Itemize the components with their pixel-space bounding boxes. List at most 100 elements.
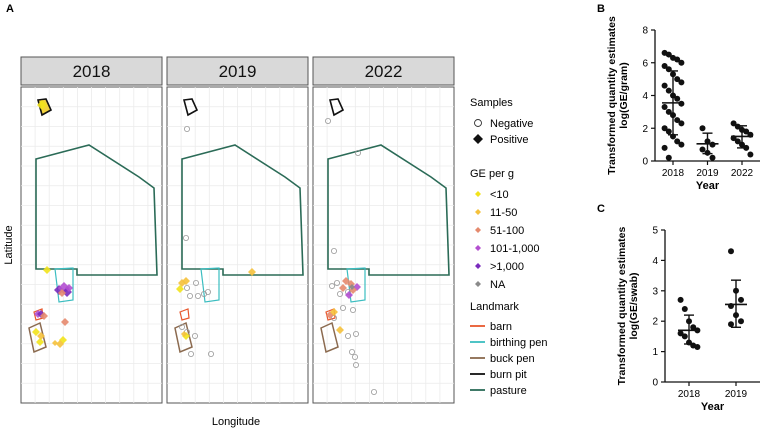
data-point	[665, 108, 672, 115]
positive-sample-marker	[336, 326, 344, 334]
legend-landmark-label: barn	[490, 321, 512, 333]
positive-sample-marker	[330, 308, 338, 316]
negative-sample-marker	[194, 292, 201, 299]
positive-sample-marker	[43, 266, 51, 274]
data-point	[674, 56, 681, 63]
panel-label-a: A	[6, 3, 14, 15]
negative-sample-marker	[351, 353, 358, 360]
data-point	[661, 144, 668, 151]
negative-sample-marker	[339, 304, 346, 311]
data-point	[661, 125, 668, 132]
data-point	[728, 321, 734, 328]
data-point	[677, 330, 684, 337]
legend-landmark-label: burn pit	[490, 369, 527, 381]
legend-ge-swatch	[475, 245, 481, 251]
x-tick-label: 2019	[725, 389, 748, 400]
data-point	[661, 63, 668, 70]
positive-sample-marker	[345, 291, 353, 299]
legend-landmark-title: Landmark	[470, 301, 519, 313]
legend-ge-swatch	[475, 209, 481, 215]
negative-sample-marker	[207, 350, 214, 357]
positive-sample-marker	[40, 312, 48, 320]
buck-pen-outline	[28, 321, 47, 354]
y-axis-title-line1: Transformed quantity estimates	[606, 16, 618, 175]
negative-sample-marker	[183, 284, 190, 291]
y-tick-label: 3	[652, 286, 658, 297]
positive-sample-marker	[248, 268, 256, 276]
map-strip	[312, 56, 455, 86]
negative-sample-marker	[352, 361, 359, 368]
data-point	[677, 296, 684, 303]
y-axis-title-line2: log(GE/gram)	[618, 62, 630, 129]
positive-sample-marker	[65, 284, 73, 292]
data-point	[674, 117, 681, 124]
chart-b: 0 2 4 6 8 2018 2019 2022 Year Transformed quantit…	[606, 16, 760, 192]
map-panel-2018: 2018	[20, 56, 163, 404]
data-point	[699, 146, 706, 153]
negative-sample-marker	[370, 388, 377, 395]
barn-outline	[179, 308, 190, 321]
panel-label-b: B	[597, 3, 605, 15]
map-panels: 2018 2019 2022	[20, 56, 455, 404]
legend-ge-label: 11-50	[490, 207, 517, 219]
data-point	[665, 51, 672, 58]
data-point	[709, 141, 716, 148]
legend-positive-symbol	[473, 134, 483, 144]
data-point	[661, 103, 668, 110]
x-tick-label: 2018	[678, 389, 701, 400]
negative-sample-marker	[330, 247, 337, 254]
y-tick-label: 0	[652, 378, 658, 389]
y-tick-label: 4	[642, 91, 648, 102]
data-point	[674, 95, 681, 102]
negative-sample-marker	[352, 330, 359, 337]
negative-sample-marker	[344, 332, 351, 339]
y-tick-label: 5	[652, 226, 658, 237]
negative-sample-marker	[336, 290, 343, 297]
positive-sample-marker	[37, 100, 47, 110]
legend-landmark-label: birthing pen	[490, 337, 548, 349]
legend-landmark-label: buck pen	[490, 353, 535, 365]
pasture-outline	[181, 144, 304, 276]
data-point	[681, 306, 688, 313]
x-tick-label: 2019	[696, 168, 719, 179]
y-axis-title-line1: Transformed quantity estimates	[616, 226, 628, 385]
negative-sample-marker	[349, 306, 356, 313]
positive-sample-marker	[182, 277, 190, 285]
negative-sample-marker	[182, 234, 189, 241]
y-tick-label: 2	[642, 124, 648, 135]
data-point	[665, 154, 672, 161]
map-year-label: 2022	[365, 62, 403, 81]
positive-sample-marker	[339, 284, 347, 292]
positive-sample-marker	[52, 340, 58, 346]
positive-sample-marker	[32, 328, 40, 336]
legend-ge-title: GE per g	[470, 168, 514, 180]
data-point	[678, 141, 685, 148]
y-axis-title-line2: log(GE/swab)	[628, 272, 640, 339]
y-tick-label: 1	[652, 347, 658, 358]
data-point	[730, 120, 737, 127]
y-tick-label: 4	[652, 256, 658, 267]
data-point	[674, 138, 681, 145]
x-tick-label: 2018	[662, 168, 685, 179]
birthing-pen-outline	[200, 267, 220, 303]
legend-ge-label: 101-1,000	[490, 243, 540, 255]
x-axis-title: Year	[701, 401, 725, 413]
data-point	[678, 59, 685, 66]
data-point	[709, 154, 716, 161]
negative-sample-marker	[186, 292, 193, 299]
legend-ge-label: <10	[490, 189, 509, 201]
pasture-outline	[327, 144, 450, 276]
negative-sample-marker	[187, 350, 194, 357]
legend-negative-symbol	[474, 119, 482, 127]
negative-sample-marker	[191, 332, 198, 339]
data-point	[728, 248, 734, 255]
legend-landmark-label: pasture	[490, 385, 527, 397]
negative-sample-marker	[354, 149, 361, 156]
data-point	[743, 128, 750, 135]
legend-ge-label: NA	[490, 279, 506, 291]
map-ylabel: Latitude	[3, 225, 15, 264]
data-point	[694, 344, 701, 351]
map-strip	[166, 56, 309, 86]
